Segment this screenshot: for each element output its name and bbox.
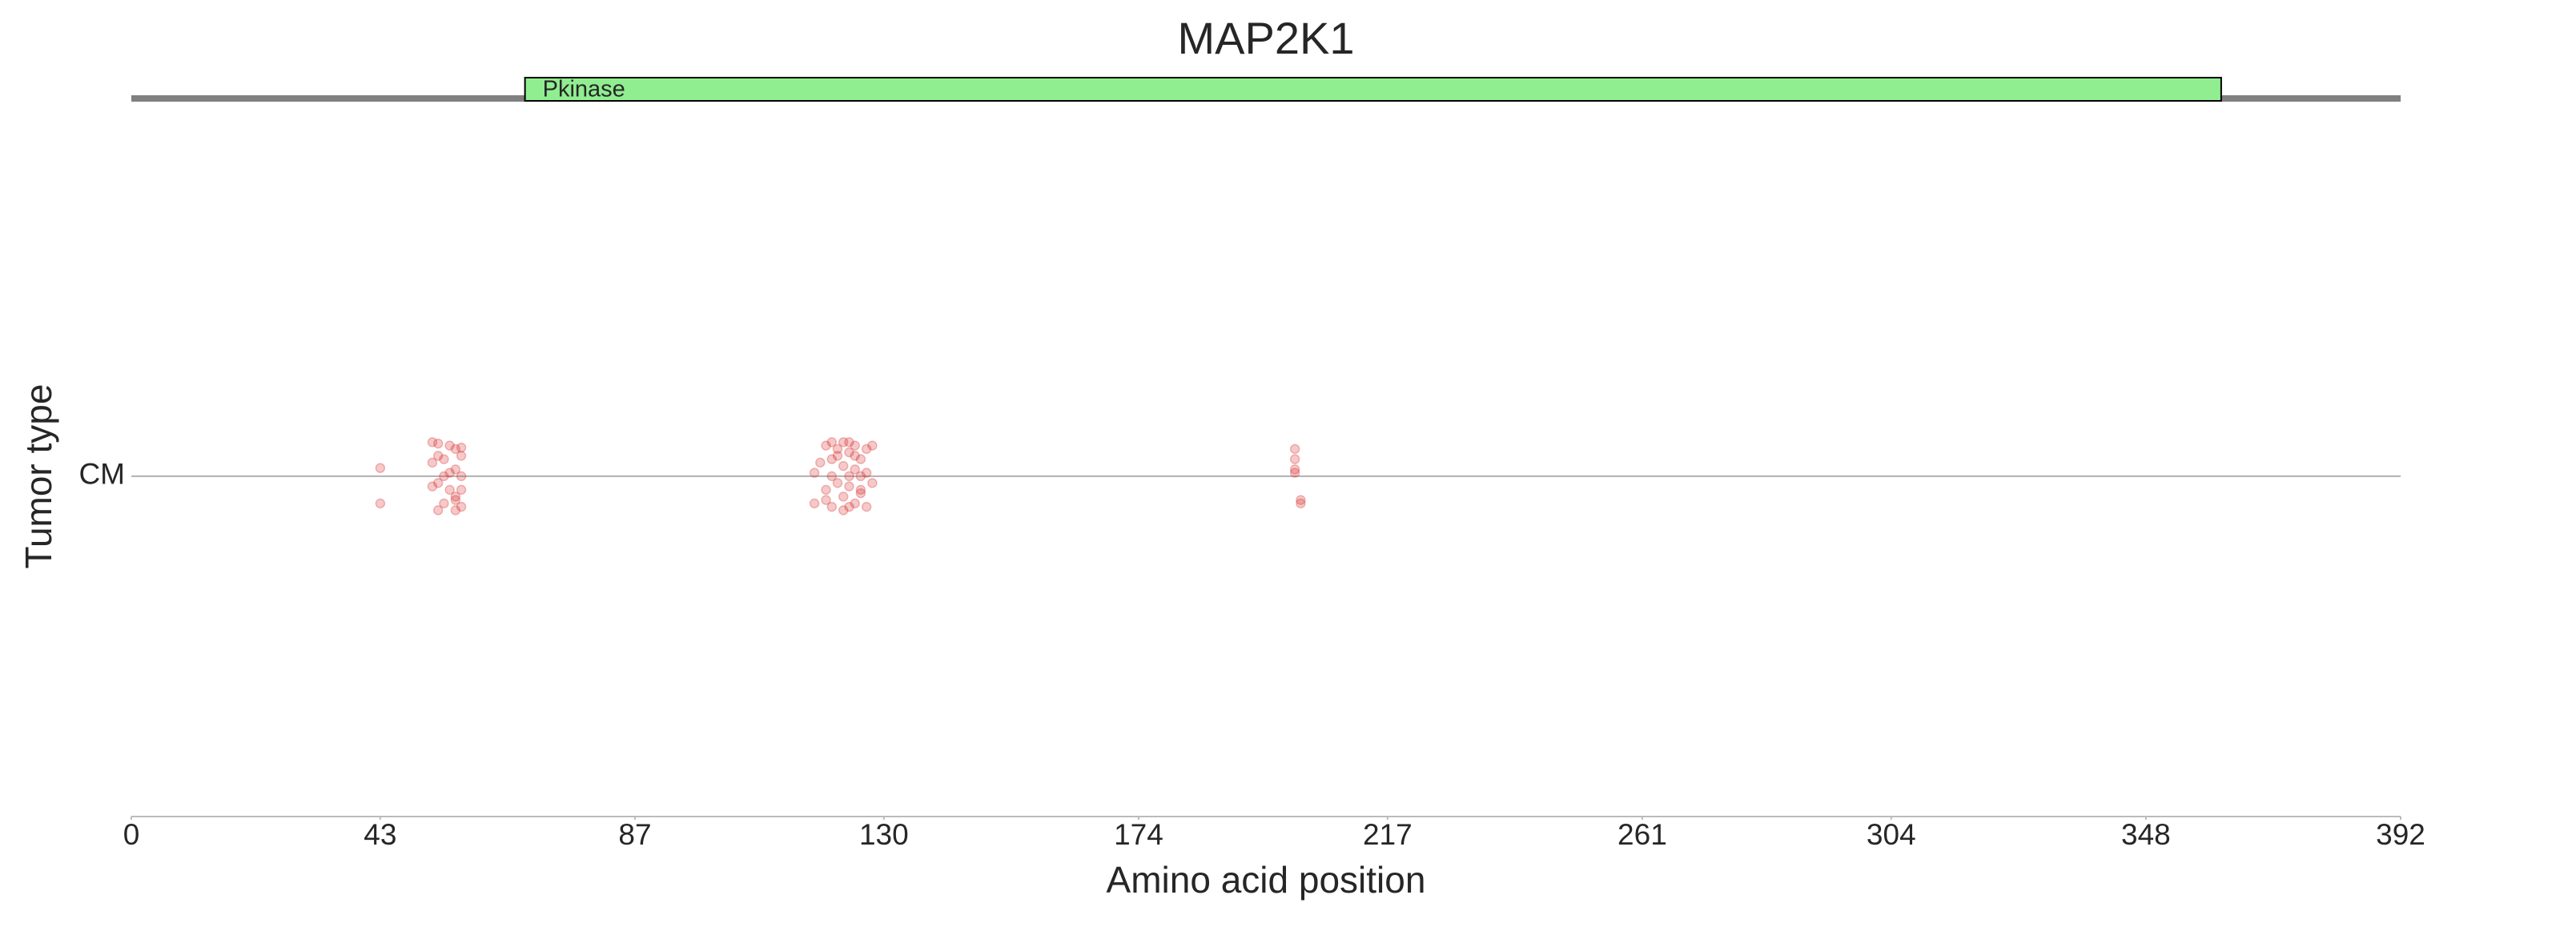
mutation-point [1289, 468, 1300, 478]
mutation-point [826, 471, 838, 482]
x-tick-label: 43 [364, 818, 396, 851]
x-tick-label: 217 [1363, 818, 1413, 851]
mutation-point [450, 464, 461, 475]
x-tick-label: 87 [618, 818, 651, 851]
y-tick-label: CM [78, 458, 125, 491]
mutation-point [844, 437, 854, 447]
mutation-point [450, 495, 461, 505]
mutation-point [439, 454, 449, 464]
mutation-point [444, 468, 455, 478]
mutation-point [821, 440, 831, 451]
mutation-point [450, 492, 461, 502]
mutation-point [838, 437, 849, 447]
mutation-point [427, 457, 438, 468]
mutation-point [855, 454, 866, 464]
mutation-point [444, 484, 455, 496]
mutation-point [850, 440, 860, 451]
mutation-point [826, 454, 838, 464]
mutation-point [861, 501, 872, 512]
mutation-point [439, 498, 449, 509]
mutation-point [456, 484, 467, 496]
mutation-point [838, 505, 849, 516]
mutation-point [826, 437, 838, 447]
mutation-point [444, 440, 455, 451]
mutation-point [855, 488, 866, 499]
mutation-point [375, 463, 386, 473]
mutation-point [850, 498, 860, 509]
mutation-point [821, 484, 831, 496]
mutation-point [432, 478, 444, 488]
y-axis-label: Tumor type [18, 384, 59, 569]
mutation-point [432, 438, 444, 449]
mutation-point [432, 505, 444, 516]
chart-title: MAP2K1 [1178, 13, 1355, 63]
mutation-point [844, 471, 854, 482]
mutation-point [844, 447, 854, 458]
mutation-point [838, 460, 849, 472]
mutation-point [809, 468, 820, 478]
mutation-point [832, 478, 843, 488]
domain [524, 77, 2222, 102]
mutation-point [844, 481, 854, 492]
x-tick-label: 0 [123, 818, 140, 851]
mutation-point [855, 484, 866, 496]
mutation-point [855, 471, 866, 482]
x-tick-label: 392 [2376, 818, 2425, 851]
mutation-point [867, 440, 878, 451]
mutation-point [427, 481, 438, 492]
mutation-point [850, 464, 860, 475]
mutation-point [427, 437, 438, 447]
mutation-point [1289, 443, 1300, 455]
mutation-point [432, 451, 444, 461]
mutation-point [456, 471, 467, 482]
x-tick-label: 348 [2121, 818, 2171, 851]
mutation-point [844, 501, 854, 512]
mutation-point [456, 442, 467, 453]
x-tick-label: 261 [1618, 818, 1667, 851]
mutation-point [850, 451, 860, 461]
mutation-point [832, 443, 843, 455]
mutation-point [1296, 498, 1306, 509]
mutation-point [456, 501, 467, 512]
mutation-point [821, 495, 831, 505]
x-tick-label: 130 [859, 818, 909, 851]
mutation-point [815, 457, 826, 468]
mutation-point [1289, 464, 1300, 475]
x-tick-label: 304 [1867, 818, 1916, 851]
mutation-point [1289, 454, 1300, 464]
mutation-point [867, 478, 878, 488]
mutation-point [838, 492, 849, 502]
mutation-point [832, 451, 843, 461]
mutation-point [456, 451, 467, 461]
mutation-point [375, 498, 386, 509]
mutation-point [1296, 495, 1306, 505]
mutation-point [450, 443, 461, 455]
mutation-point [826, 501, 838, 512]
x-axis-label: Amino acid position [1107, 859, 1426, 901]
mutation-point [450, 505, 461, 516]
x-tick-label: 174 [1114, 818, 1163, 851]
mutation-point [439, 471, 449, 482]
mutation-point [809, 498, 820, 509]
mutation-point [861, 443, 872, 455]
domain-label: Pkinase [543, 77, 625, 102]
mutation-point [861, 468, 872, 478]
